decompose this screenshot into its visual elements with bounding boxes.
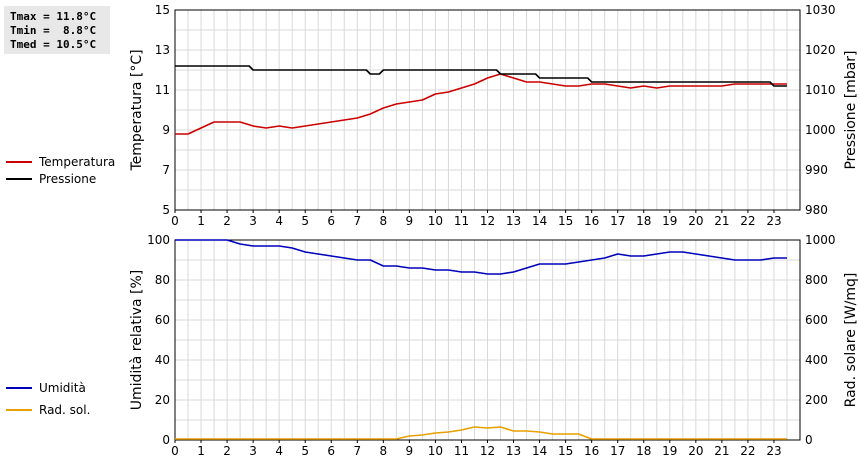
x-tick-label: 17 <box>610 444 625 458</box>
y-left-tick-label: 20 <box>155 393 170 407</box>
legend-label-temperatura: Temperatura <box>39 155 116 169</box>
x-tick-label: 12 <box>480 444 495 458</box>
y-left-axis-label: Temperatura [°C] <box>129 49 145 171</box>
legend-label-rad-sol: Rad. sol. <box>39 403 91 417</box>
x-tick-label: 14 <box>532 444 547 458</box>
stat-tmax: Tmax = 11.8°C <box>10 10 97 23</box>
x-tick-label: 4 <box>275 444 283 458</box>
chart-humidity-radiation: 0 1 2 3 4 5 6 7 8 9 10 11 12 13 14 15 16 17 18 19 20 21 22 2302… <box>129 233 859 458</box>
y-left-tick-label: 7 <box>162 163 170 177</box>
x-tick-label: 18 <box>636 214 651 228</box>
x-tick-label: 7 <box>353 444 361 458</box>
x-tick-label: 13 <box>506 444 521 458</box>
series-line-rad-sol <box>175 426 787 440</box>
x-tick-label: 16 <box>584 214 599 228</box>
y-right-tick-label: 1030 <box>805 3 836 17</box>
x-tick-label: 21 <box>714 444 729 458</box>
y-left-tick-label: 13 <box>155 43 170 57</box>
x-tick-label: 12 <box>480 214 495 228</box>
y-right-tick-label: 1010 <box>805 83 836 97</box>
x-tick-label: 4 <box>275 214 283 228</box>
x-tick-label: 3 <box>249 214 257 228</box>
y-left-tick-label: 5 <box>162 203 170 217</box>
x-tick-label: 19 <box>662 444 677 458</box>
x-tick-label: 8 <box>380 444 388 458</box>
stats-box: Tmax = 11.8°C Tmin = 8.8°C Tmed = 10.5°C <box>4 6 110 54</box>
y-right-axis-label: Pressione [mbar] <box>843 50 859 169</box>
x-tick-label: 15 <box>558 214 573 228</box>
legend-label-umidita: Umidità <box>39 381 86 395</box>
y-right-tick-label: 1020 <box>805 43 836 57</box>
y-right-tick-label: 0 <box>805 433 813 447</box>
x-tick-label: 20 <box>688 214 703 228</box>
x-tick-label: 9 <box>406 444 414 458</box>
series-line-temperatura <box>175 73 787 135</box>
x-tick-label: 10 <box>428 444 443 458</box>
y-left-tick-label: 80 <box>155 273 170 287</box>
series-line-pressione <box>175 65 787 87</box>
x-tick-label: 11 <box>454 214 469 228</box>
y-left-tick-label: 60 <box>155 313 170 327</box>
x-tick-label: 1 <box>197 444 205 458</box>
y-left-tick-label: 0 <box>162 433 170 447</box>
x-tick-label: 23 <box>766 214 781 228</box>
legend-swatch-umidita <box>6 387 32 389</box>
legend-swatch-pressione <box>6 178 32 180</box>
y-right-tick-label: 990 <box>805 163 828 177</box>
x-tick-label: 6 <box>327 444 335 458</box>
x-tick-label: 3 <box>249 444 257 458</box>
y-left-tick-label: 9 <box>162 123 170 137</box>
x-tick-label: 7 <box>353 214 361 228</box>
x-tick-label: 1 <box>197 214 205 228</box>
legend-swatch-temperatura <box>6 161 32 163</box>
y-right-tick-label: 600 <box>805 313 828 327</box>
x-tick-label: 0 <box>171 444 179 458</box>
x-tick-label: 2 <box>223 214 231 228</box>
x-tick-label: 6 <box>327 214 335 228</box>
y-right-tick-label: 1000 <box>805 233 836 247</box>
x-tick-label: 20 <box>688 444 703 458</box>
x-tick-label: 18 <box>636 444 651 458</box>
y-left-tick-label: 40 <box>155 353 170 367</box>
series-line-umidit <box>175 239 787 275</box>
y-right-tick-label: 980 <box>805 203 828 217</box>
y-right-tick-label: 400 <box>805 353 828 367</box>
x-tick-label: 2 <box>223 444 231 458</box>
x-tick-label: 0 <box>171 214 179 228</box>
legend-label-pressione: Pressione <box>39 172 97 186</box>
x-tick-label: 8 <box>380 214 388 228</box>
stat-tmed: Tmed = 10.5°C <box>10 38 97 51</box>
y-left-axis-label: Umidità relativa [%] <box>129 270 145 411</box>
x-tick-label: 10 <box>428 214 443 228</box>
x-tick-label: 22 <box>740 444 755 458</box>
chart-temperature-pressure: 0 1 2 3 4 5 6 7 8 9 10 11 12 13 14 15 16 17 18 19 20 21 22 2357… <box>129 3 859 228</box>
x-tick-label: 17 <box>610 214 625 228</box>
x-tick-label: 22 <box>740 214 755 228</box>
y-right-tick-label: 1000 <box>805 123 836 137</box>
x-tick-label: 16 <box>584 444 599 458</box>
y-right-axis-label: Rad. solare [W/mq] <box>843 273 859 408</box>
x-tick-label: 13 <box>506 214 521 228</box>
x-tick-label: 9 <box>406 214 414 228</box>
x-tick-label: 5 <box>301 444 309 458</box>
y-left-tick-label: 15 <box>155 3 170 17</box>
y-left-tick-label: 100 <box>147 233 170 247</box>
x-tick-label: 23 <box>766 444 781 458</box>
y-left-tick-label: 11 <box>155 83 170 97</box>
x-tick-label: 19 <box>662 214 677 228</box>
x-tick-label: 5 <box>301 214 309 228</box>
stat-tmin: Tmin = 8.8°C <box>10 24 97 37</box>
x-tick-label: 11 <box>454 444 469 458</box>
y-right-tick-label: 800 <box>805 273 828 287</box>
y-right-tick-label: 200 <box>805 393 828 407</box>
x-tick-label: 21 <box>714 214 729 228</box>
x-tick-label: 14 <box>532 214 547 228</box>
legend-swatch-rad-sol <box>6 409 32 411</box>
x-tick-label: 15 <box>558 444 573 458</box>
